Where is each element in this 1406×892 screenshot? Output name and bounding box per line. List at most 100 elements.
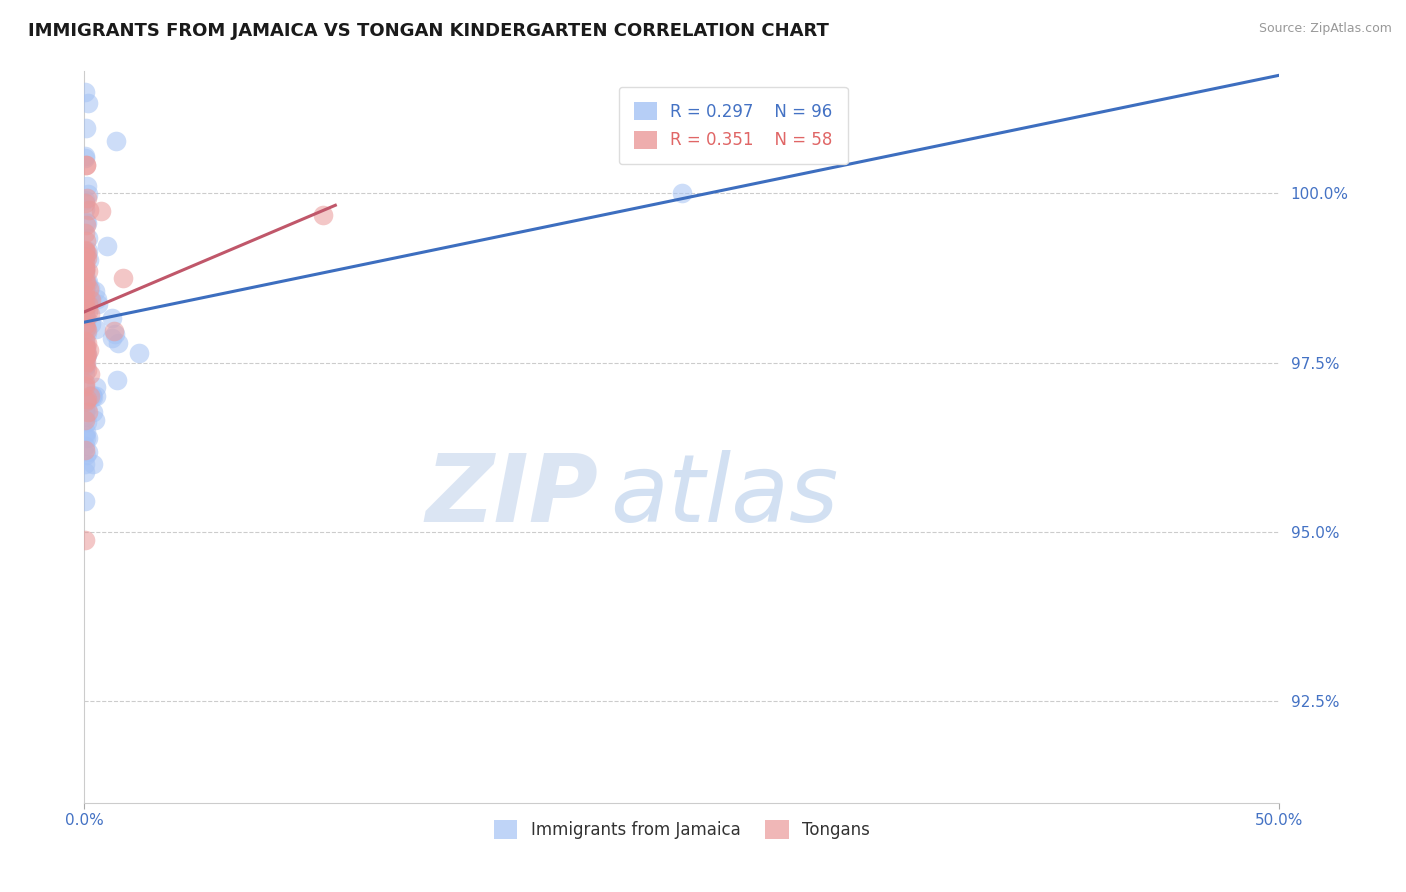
Legend: Immigrants from Jamaica, Tongans: Immigrants from Jamaica, Tongans bbox=[488, 814, 876, 846]
Point bbox=[73, 196, 96, 211]
Point bbox=[104, 327, 127, 342]
Point bbox=[75, 296, 97, 310]
Point bbox=[75, 350, 97, 364]
Point bbox=[73, 260, 96, 275]
Point bbox=[79, 253, 101, 268]
Point bbox=[75, 448, 97, 462]
Text: ZIP: ZIP bbox=[426, 450, 599, 541]
Point bbox=[73, 326, 96, 341]
Point bbox=[73, 261, 96, 276]
Point bbox=[76, 297, 98, 311]
Point bbox=[76, 294, 98, 309]
Point bbox=[79, 367, 101, 381]
Point bbox=[105, 373, 128, 387]
Point bbox=[671, 186, 693, 201]
Point bbox=[73, 409, 96, 424]
Point bbox=[80, 388, 103, 402]
Point bbox=[79, 291, 101, 305]
Point bbox=[76, 415, 98, 429]
Point bbox=[75, 466, 97, 480]
Point bbox=[73, 202, 96, 216]
Point bbox=[73, 277, 96, 292]
Point bbox=[76, 251, 98, 265]
Point bbox=[73, 300, 96, 314]
Point bbox=[75, 348, 97, 362]
Point bbox=[83, 284, 105, 298]
Point bbox=[75, 318, 97, 333]
Point bbox=[75, 245, 97, 260]
Point bbox=[73, 244, 96, 258]
Point bbox=[75, 226, 97, 240]
Point bbox=[73, 299, 96, 313]
Point bbox=[77, 303, 100, 318]
Point bbox=[76, 245, 98, 260]
Point bbox=[82, 404, 104, 418]
Point bbox=[76, 263, 98, 277]
Point bbox=[73, 376, 96, 390]
Point bbox=[79, 317, 101, 331]
Point bbox=[73, 428, 96, 442]
Point bbox=[76, 363, 98, 377]
Point bbox=[75, 218, 97, 232]
Point bbox=[75, 85, 97, 99]
Point bbox=[75, 262, 97, 277]
Point bbox=[75, 299, 97, 313]
Point bbox=[73, 397, 96, 411]
Point bbox=[73, 244, 96, 259]
Point bbox=[75, 431, 97, 445]
Point bbox=[77, 231, 100, 245]
Point bbox=[73, 533, 96, 548]
Text: atlas: atlas bbox=[610, 450, 838, 541]
Point bbox=[76, 234, 98, 248]
Point bbox=[75, 342, 97, 356]
Point bbox=[75, 275, 97, 289]
Point bbox=[86, 292, 108, 306]
Point bbox=[79, 307, 101, 321]
Point bbox=[73, 193, 96, 207]
Point bbox=[75, 334, 97, 349]
Point bbox=[75, 158, 97, 172]
Point bbox=[75, 121, 97, 136]
Point bbox=[83, 412, 105, 426]
Point bbox=[84, 321, 107, 335]
Point bbox=[75, 340, 97, 354]
Point bbox=[75, 248, 97, 262]
Point bbox=[103, 324, 125, 338]
Point bbox=[101, 331, 124, 345]
Point bbox=[73, 282, 96, 296]
Point bbox=[76, 401, 98, 416]
Point bbox=[77, 431, 100, 445]
Point bbox=[73, 315, 96, 329]
Point bbox=[73, 401, 96, 415]
Point bbox=[77, 283, 100, 297]
Point bbox=[75, 149, 97, 163]
Point bbox=[73, 255, 96, 269]
Point bbox=[75, 214, 97, 228]
Point bbox=[75, 264, 97, 278]
Point bbox=[73, 342, 96, 356]
Point bbox=[76, 326, 98, 341]
Point bbox=[76, 178, 98, 193]
Point bbox=[73, 245, 96, 260]
Point bbox=[75, 394, 97, 409]
Point bbox=[77, 445, 100, 459]
Point bbox=[73, 413, 96, 427]
Point bbox=[79, 389, 101, 403]
Point bbox=[73, 273, 96, 287]
Point bbox=[75, 425, 97, 440]
Point bbox=[84, 389, 107, 403]
Point bbox=[73, 314, 96, 328]
Point bbox=[312, 208, 335, 222]
Point bbox=[75, 321, 97, 335]
Point bbox=[77, 275, 100, 289]
Point bbox=[77, 292, 100, 306]
Point bbox=[75, 158, 97, 172]
Point bbox=[73, 443, 96, 458]
Point bbox=[75, 310, 97, 325]
Point bbox=[79, 281, 101, 295]
Point bbox=[104, 134, 127, 148]
Point bbox=[75, 397, 97, 411]
Point bbox=[73, 283, 96, 297]
Point bbox=[75, 289, 97, 303]
Point bbox=[111, 270, 134, 285]
